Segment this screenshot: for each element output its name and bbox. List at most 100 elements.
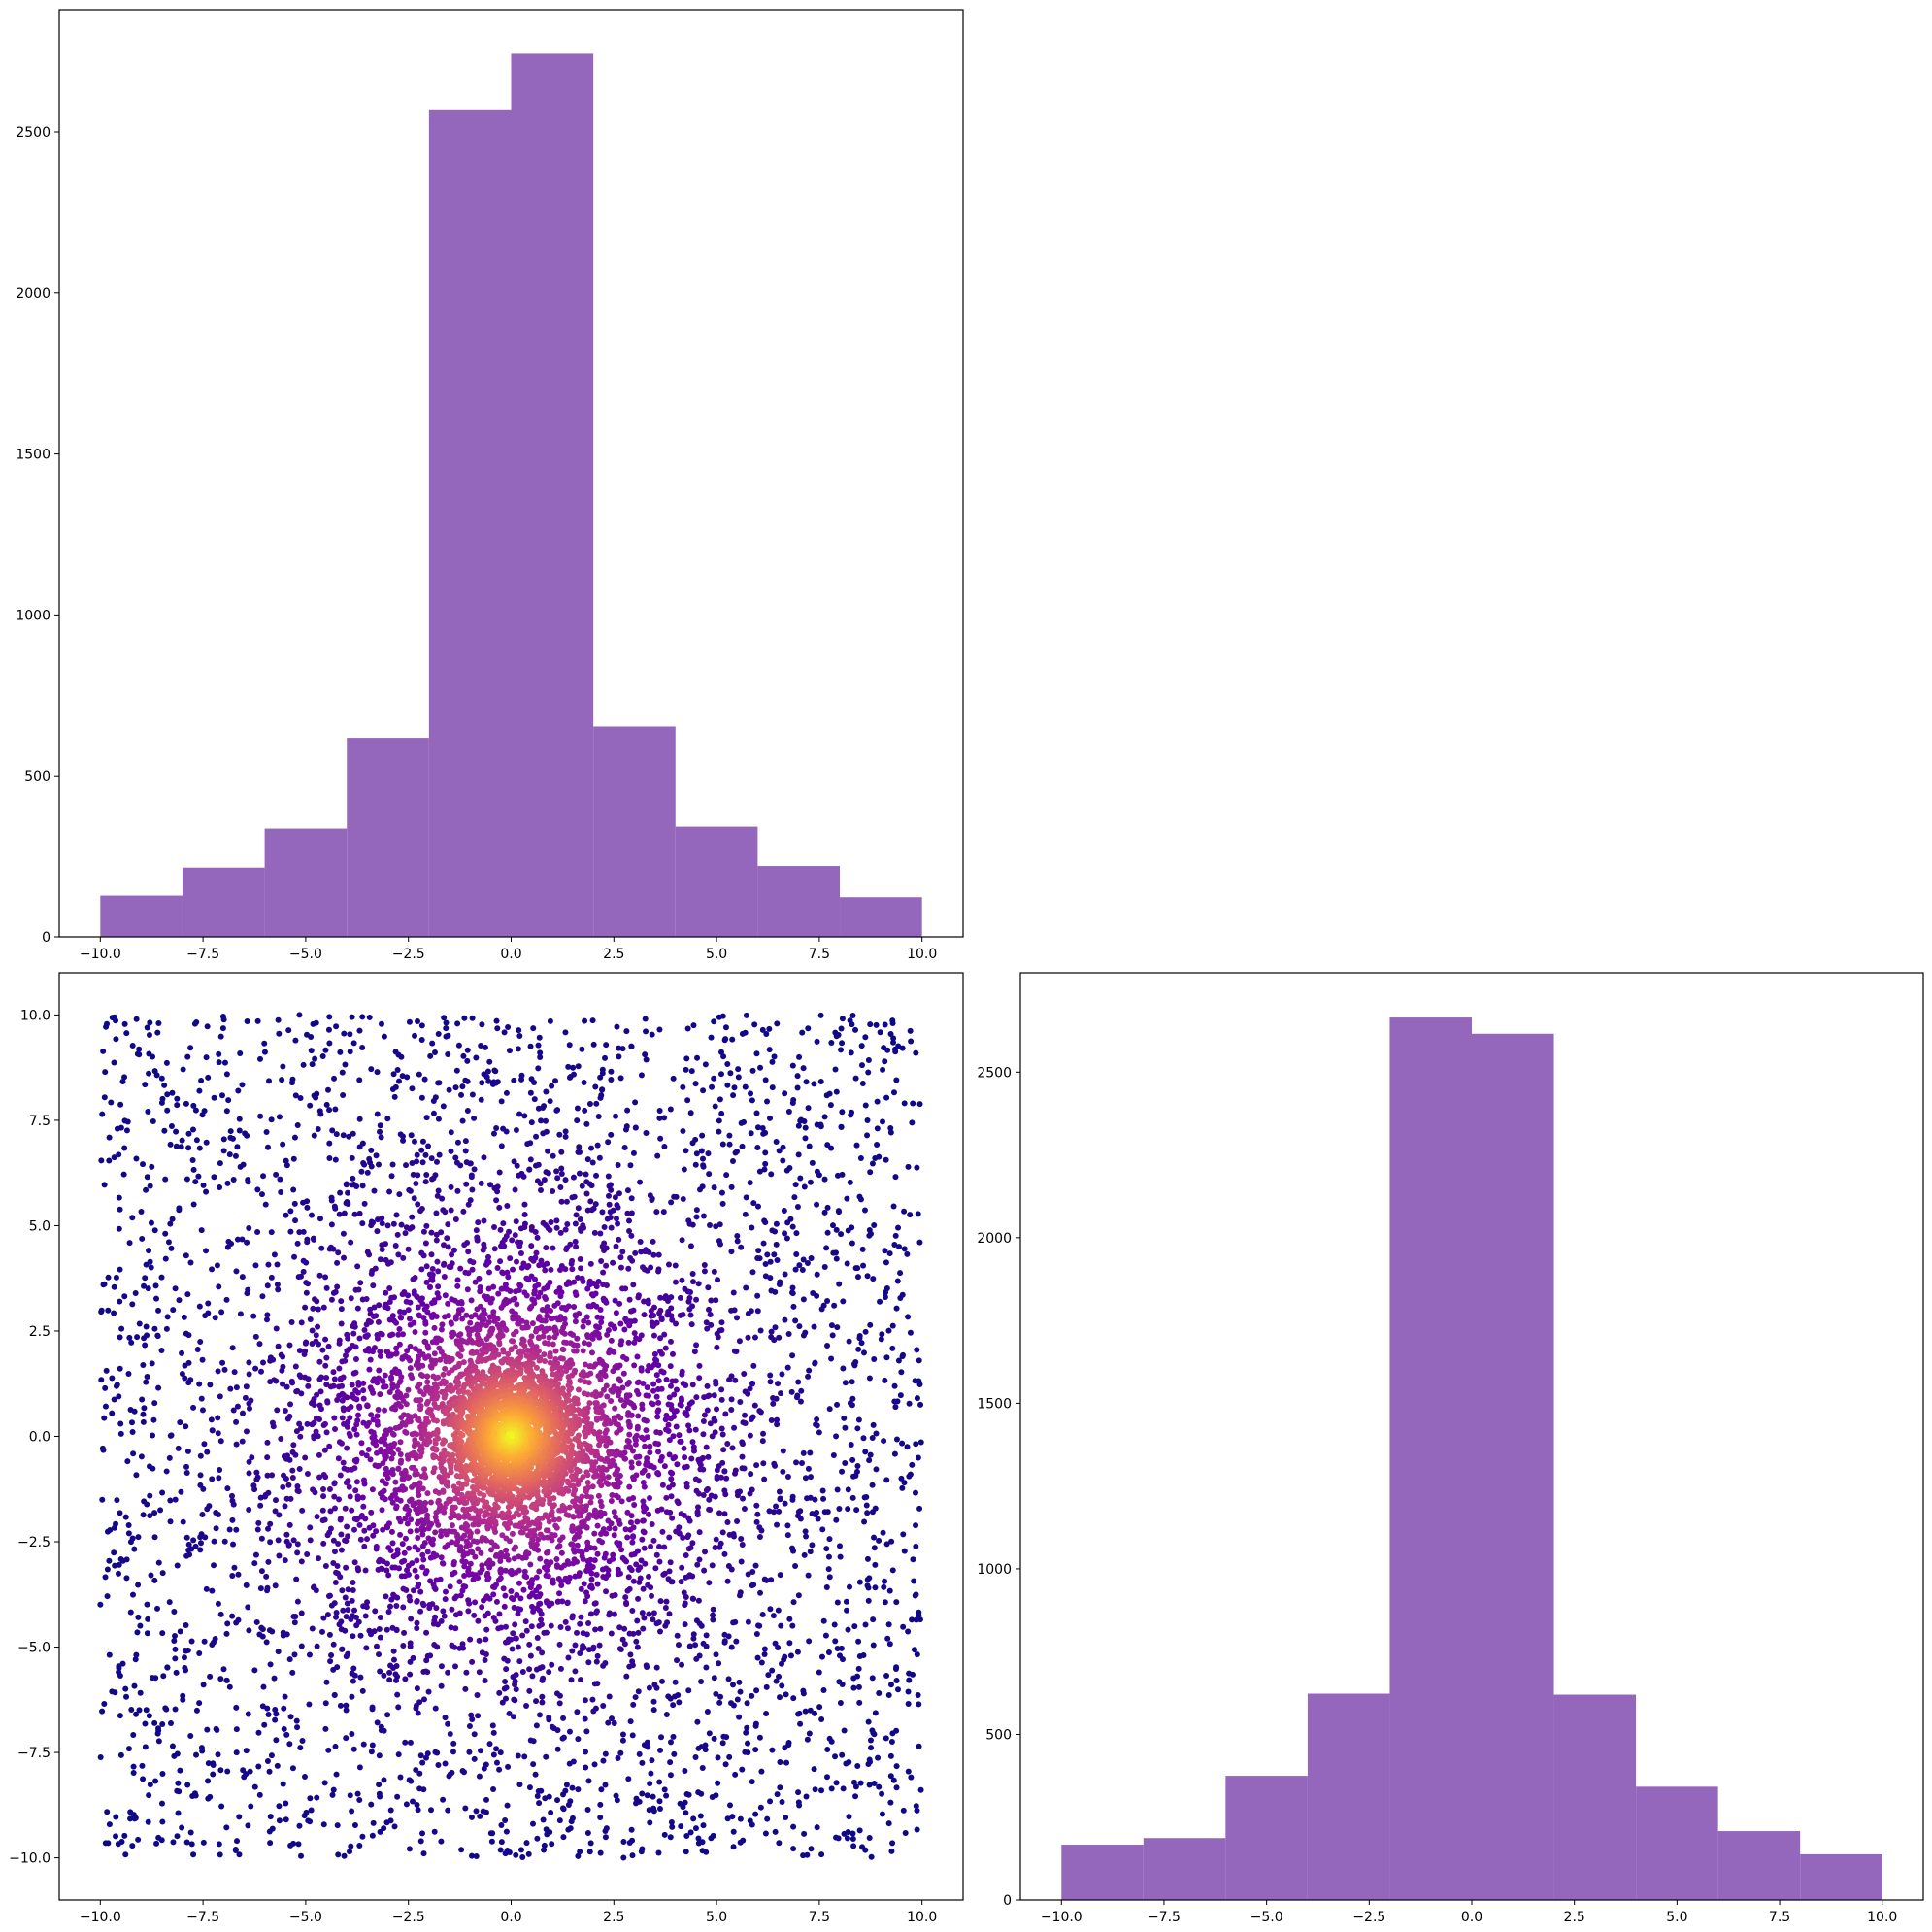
scatter-point bbox=[154, 1605, 161, 1612]
scatter-point bbox=[201, 1638, 208, 1645]
scatter-point bbox=[679, 1277, 685, 1283]
scatter-point bbox=[334, 1822, 341, 1829]
scatter-point bbox=[867, 1021, 874, 1028]
scatter-point bbox=[721, 1487, 728, 1494]
scatter-point bbox=[700, 1640, 707, 1647]
scatter-point bbox=[459, 1083, 466, 1090]
scatter-point bbox=[533, 1722, 540, 1729]
scatter-point bbox=[872, 1710, 879, 1716]
scatter-point bbox=[159, 1630, 166, 1637]
scatter-point bbox=[745, 1740, 751, 1747]
scatter-point bbox=[575, 1063, 582, 1070]
scatter-point bbox=[887, 1129, 894, 1136]
scatter-point bbox=[803, 1079, 810, 1085]
scatter-point bbox=[819, 1487, 826, 1494]
scatter-point bbox=[298, 1643, 305, 1649]
scatter-point bbox=[414, 1158, 420, 1165]
scatter-point bbox=[216, 1059, 222, 1066]
scatter-point bbox=[252, 1333, 259, 1340]
scatter-point bbox=[338, 1547, 345, 1553]
scatter-point bbox=[604, 1216, 611, 1222]
scatter-point bbox=[285, 1541, 292, 1548]
scatter-point bbox=[507, 1287, 514, 1294]
scatter-point bbox=[583, 1589, 590, 1596]
scatter-point bbox=[294, 1240, 301, 1247]
scatter-point bbox=[304, 1239, 311, 1246]
scatter-point bbox=[842, 1380, 849, 1386]
scatter-point bbox=[126, 1240, 133, 1247]
scatter-point bbox=[512, 1544, 518, 1550]
scatter-point bbox=[569, 1648, 576, 1654]
scatter-point bbox=[291, 1200, 298, 1207]
scatter-point bbox=[167, 1720, 174, 1727]
scatter-point bbox=[585, 1620, 592, 1627]
scatter-point bbox=[368, 1270, 375, 1277]
scatter-point bbox=[557, 1293, 564, 1300]
scatter-point bbox=[650, 1698, 657, 1705]
scatter-point bbox=[228, 1240, 235, 1247]
scatter-point bbox=[869, 1160, 876, 1167]
scatter-point bbox=[795, 1122, 802, 1129]
scatter-point bbox=[259, 1633, 266, 1640]
scatter-point bbox=[583, 1749, 589, 1755]
scatter-point bbox=[694, 1054, 701, 1061]
scatter-point bbox=[681, 1589, 687, 1596]
scatter-point bbox=[582, 1697, 588, 1704]
scatter-point bbox=[340, 1374, 347, 1381]
scatter-point bbox=[335, 1540, 342, 1547]
scatter-point bbox=[350, 1330, 357, 1337]
scatter-point bbox=[374, 1335, 381, 1342]
scatter-point bbox=[729, 1814, 736, 1820]
scatter-point bbox=[422, 1151, 429, 1158]
scatter-point bbox=[472, 1279, 479, 1285]
scatter-point bbox=[734, 1238, 741, 1245]
scatter-point bbox=[296, 1822, 303, 1829]
scatter-point bbox=[543, 1245, 550, 1251]
scatter-point bbox=[865, 1056, 872, 1063]
scatter-point bbox=[855, 1416, 862, 1423]
scatter-point bbox=[448, 1207, 454, 1214]
scatter-point bbox=[443, 1025, 450, 1032]
scatter-point bbox=[255, 1763, 262, 1770]
scatter-point bbox=[516, 1553, 522, 1560]
scatter-point bbox=[527, 1652, 534, 1659]
scatter-point bbox=[880, 1066, 886, 1073]
scatter-point bbox=[529, 1673, 536, 1680]
scatter-point bbox=[270, 1356, 277, 1363]
scatter-point bbox=[895, 1686, 902, 1693]
scatter-point bbox=[181, 1654, 187, 1661]
scatter-point bbox=[373, 1544, 380, 1550]
scatter-point bbox=[107, 1526, 114, 1533]
scatter-point bbox=[116, 1151, 122, 1158]
scatter-point bbox=[183, 1100, 189, 1107]
scatter-point bbox=[574, 1117, 581, 1124]
scatter-point bbox=[509, 1237, 516, 1244]
scatter-point bbox=[395, 1331, 402, 1338]
scatter-point bbox=[828, 1040, 835, 1047]
scatter-point bbox=[185, 1145, 192, 1151]
scatter-point bbox=[582, 1107, 588, 1114]
scatter-point bbox=[889, 1322, 896, 1329]
scatter-point bbox=[136, 1320, 143, 1327]
scatter-point bbox=[478, 1180, 484, 1186]
scatter-point bbox=[886, 1587, 893, 1594]
scatter-point bbox=[797, 1720, 804, 1727]
scatter-point bbox=[339, 1397, 346, 1404]
scatter-point bbox=[630, 1149, 637, 1156]
scatter-point bbox=[644, 1384, 650, 1391]
scatter-point bbox=[802, 1708, 809, 1715]
scatter-point bbox=[111, 1396, 117, 1403]
scatter-point bbox=[461, 1572, 468, 1579]
scatter-point bbox=[692, 1642, 699, 1649]
scatter-point bbox=[454, 1187, 461, 1194]
scatter-point bbox=[594, 1581, 601, 1587]
scatter-point bbox=[596, 1537, 603, 1544]
scatter-point bbox=[630, 1578, 637, 1584]
scatter-point bbox=[788, 1545, 795, 1551]
scatter-point bbox=[420, 1850, 427, 1857]
scatter-point bbox=[203, 1139, 210, 1146]
scatter-point bbox=[535, 1645, 542, 1651]
scatter-point bbox=[834, 1599, 841, 1606]
scatter-point bbox=[452, 1216, 459, 1222]
scatter-point bbox=[453, 1067, 460, 1074]
